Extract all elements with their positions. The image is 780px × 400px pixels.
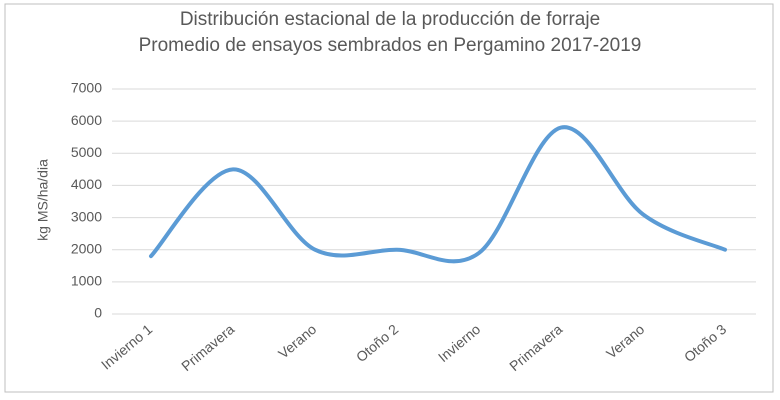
chart-subtitle: Promedio de ensayos sembrados en Pergami… <box>139 35 642 56</box>
y-tick-label: 6000 <box>71 112 102 128</box>
chart-border <box>4 3 774 393</box>
y-tick-label: 7000 <box>71 80 102 96</box>
y-tick-label: 0 <box>94 305 102 321</box>
y-tick-label: 3000 <box>71 208 102 224</box>
chart-title: Distribución estacional de la producción… <box>180 9 600 30</box>
y-tick-label: 1000 <box>71 273 102 289</box>
data-line <box>149 125 727 264</box>
y-axis-label: kg MS/ha/dia <box>35 159 51 241</box>
y-tick-label: 2000 <box>71 240 102 256</box>
y-tick-label: 5000 <box>71 144 102 160</box>
y-tick-label: 4000 <box>71 176 102 192</box>
